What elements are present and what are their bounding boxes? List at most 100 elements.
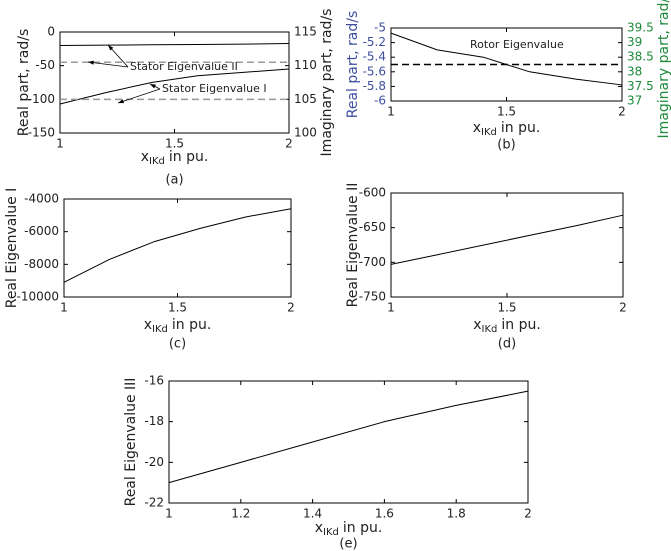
y2-tick-label: 105 bbox=[294, 92, 317, 106]
x-tick-label: 1 bbox=[165, 507, 173, 521]
x-axis-label: xIKd in pu. bbox=[473, 120, 541, 138]
x-tick-label: 2 bbox=[285, 137, 293, 151]
x-tick-label: 1.5 bbox=[168, 301, 187, 315]
x-label-sub: IKd bbox=[481, 127, 497, 138]
y-tick-label: -20 bbox=[144, 455, 164, 469]
y2-tick-label: 115 bbox=[294, 25, 317, 39]
annotation: Stator Eigenvalue I bbox=[162, 82, 267, 95]
x-label-main: x bbox=[141, 149, 149, 165]
x-axis-label: xIKd in pu. bbox=[315, 520, 383, 538]
caption: (c) bbox=[169, 337, 186, 352]
x-tick-label: 1.5 bbox=[497, 301, 516, 315]
x-tick-label: 1 bbox=[60, 301, 68, 315]
caption: (e) bbox=[339, 537, 357, 551]
annotation-arrow bbox=[117, 88, 161, 104]
x-tick-label: 2 bbox=[287, 301, 295, 315]
y-tick-label: -5.8 bbox=[363, 79, 386, 93]
y-tick-label: -600 bbox=[359, 186, 386, 200]
y-axis-label: Real part, rad/s bbox=[16, 29, 32, 136]
y-tick-label: -700 bbox=[359, 255, 386, 269]
line-series bbox=[168, 390, 529, 484]
y-tick-label: -5.2 bbox=[363, 35, 386, 49]
y-tick-label: -8000 bbox=[24, 257, 59, 271]
y-tick-label: -18 bbox=[144, 414, 164, 428]
line-series bbox=[59, 68, 290, 105]
x-label-rest: in pu. bbox=[172, 317, 211, 333]
x-label-rest: in pu. bbox=[501, 317, 540, 333]
x-tick-label: 1.8 bbox=[447, 507, 466, 521]
y-axis-label: Real Eigenvalue II bbox=[345, 183, 361, 308]
x-tick-label: 1 bbox=[387, 105, 395, 119]
y-axis-label: Real Eigenvalue I bbox=[4, 188, 20, 309]
x-tick-label: 1.5 bbox=[497, 105, 516, 119]
x-label-main: x bbox=[473, 120, 481, 136]
x-tick-label: 1.6 bbox=[375, 507, 394, 521]
annotation: Rotor Eigenvalue bbox=[470, 38, 564, 51]
y2-tick-label: 39 bbox=[627, 35, 642, 49]
y2-tick-label: 38 bbox=[627, 64, 642, 78]
y2-tick-label: 100 bbox=[294, 126, 317, 140]
plot-frame bbox=[63, 198, 292, 298]
annotation: Stator Eigenvalue II bbox=[130, 60, 238, 73]
y2-axis-label: Imaginary part, rad/s bbox=[319, 9, 335, 157]
y-tick-label: -16 bbox=[144, 374, 164, 388]
x-tick-label: 1 bbox=[387, 301, 395, 315]
annotation-arrow bbox=[87, 61, 129, 68]
y-axis-label: Real Eigenvalue III bbox=[123, 378, 139, 507]
y2-tick-label: 37.5 bbox=[627, 79, 654, 93]
y-tick-label: -150 bbox=[28, 126, 55, 140]
line-series bbox=[63, 208, 292, 283]
y2-tick-label: 38.5 bbox=[627, 50, 654, 64]
caption: (d) bbox=[498, 337, 516, 352]
y-tick-label: -50 bbox=[35, 58, 55, 72]
y2-axis-label: Imaginary part, rad/s bbox=[656, 0, 671, 138]
x-label-sub: IKd bbox=[149, 156, 165, 167]
line-series bbox=[390, 214, 624, 265]
x-tick-label: 2 bbox=[619, 301, 627, 315]
x-label-main: x bbox=[315, 520, 323, 536]
y-tick-label: -100 bbox=[28, 92, 55, 106]
y-tick-label: -10000 bbox=[16, 290, 59, 304]
y-tick-label: -750 bbox=[359, 290, 386, 304]
x-tick-label: 1.5 bbox=[165, 137, 184, 151]
x-tick-label: 1.2 bbox=[231, 507, 250, 521]
x-axis-label: xIKd in pu. bbox=[473, 317, 541, 335]
y2-tick-label: 110 bbox=[294, 58, 317, 72]
x-label-main: x bbox=[473, 317, 481, 333]
x-label-rest: in pu. bbox=[343, 520, 382, 536]
y-tick-label: -5.4 bbox=[363, 50, 386, 64]
plot-frame bbox=[390, 192, 624, 298]
x-tick-label: 2 bbox=[524, 507, 532, 521]
y-tick-label: -22 bbox=[144, 496, 164, 510]
y-tick-label: -5 bbox=[374, 21, 386, 35]
x-tick-label: 1 bbox=[56, 137, 64, 151]
x-label-rest: in pu. bbox=[501, 120, 540, 136]
x-label-main: x bbox=[144, 317, 152, 333]
arrow-head bbox=[108, 45, 114, 51]
x-label-sub: IKd bbox=[323, 527, 339, 538]
plot-frame bbox=[168, 380, 529, 504]
y-tick-label: -6 bbox=[374, 94, 386, 108]
x-axis-label: xIKd in pu. bbox=[141, 149, 209, 167]
x-label-sub: IKd bbox=[482, 324, 498, 335]
x-label-rest: in pu. bbox=[169, 149, 208, 165]
line-series bbox=[59, 42, 290, 46]
x-tick-label: 2 bbox=[618, 105, 626, 119]
y2-tick-label: 37 bbox=[627, 94, 642, 108]
y-axis-label: Real part, rad/s bbox=[345, 11, 361, 118]
caption: (b) bbox=[497, 138, 515, 153]
y-tick-label: -5.6 bbox=[363, 64, 386, 78]
y-tick-label: -650 bbox=[359, 220, 386, 234]
x-axis-label: xIKd in pu. bbox=[144, 317, 212, 335]
caption: (a) bbox=[165, 173, 183, 188]
y-tick-label: 0 bbox=[47, 25, 55, 39]
x-tick-label: 1.4 bbox=[303, 507, 322, 521]
y-tick-label: -4000 bbox=[24, 192, 59, 206]
arrow-head bbox=[150, 84, 156, 89]
y2-tick-label: 39.5 bbox=[627, 21, 654, 35]
arrow-head bbox=[118, 99, 124, 104]
y-tick-label: -6000 bbox=[24, 224, 59, 238]
x-label-sub: IKd bbox=[152, 324, 168, 335]
arrow-head bbox=[88, 60, 94, 65]
